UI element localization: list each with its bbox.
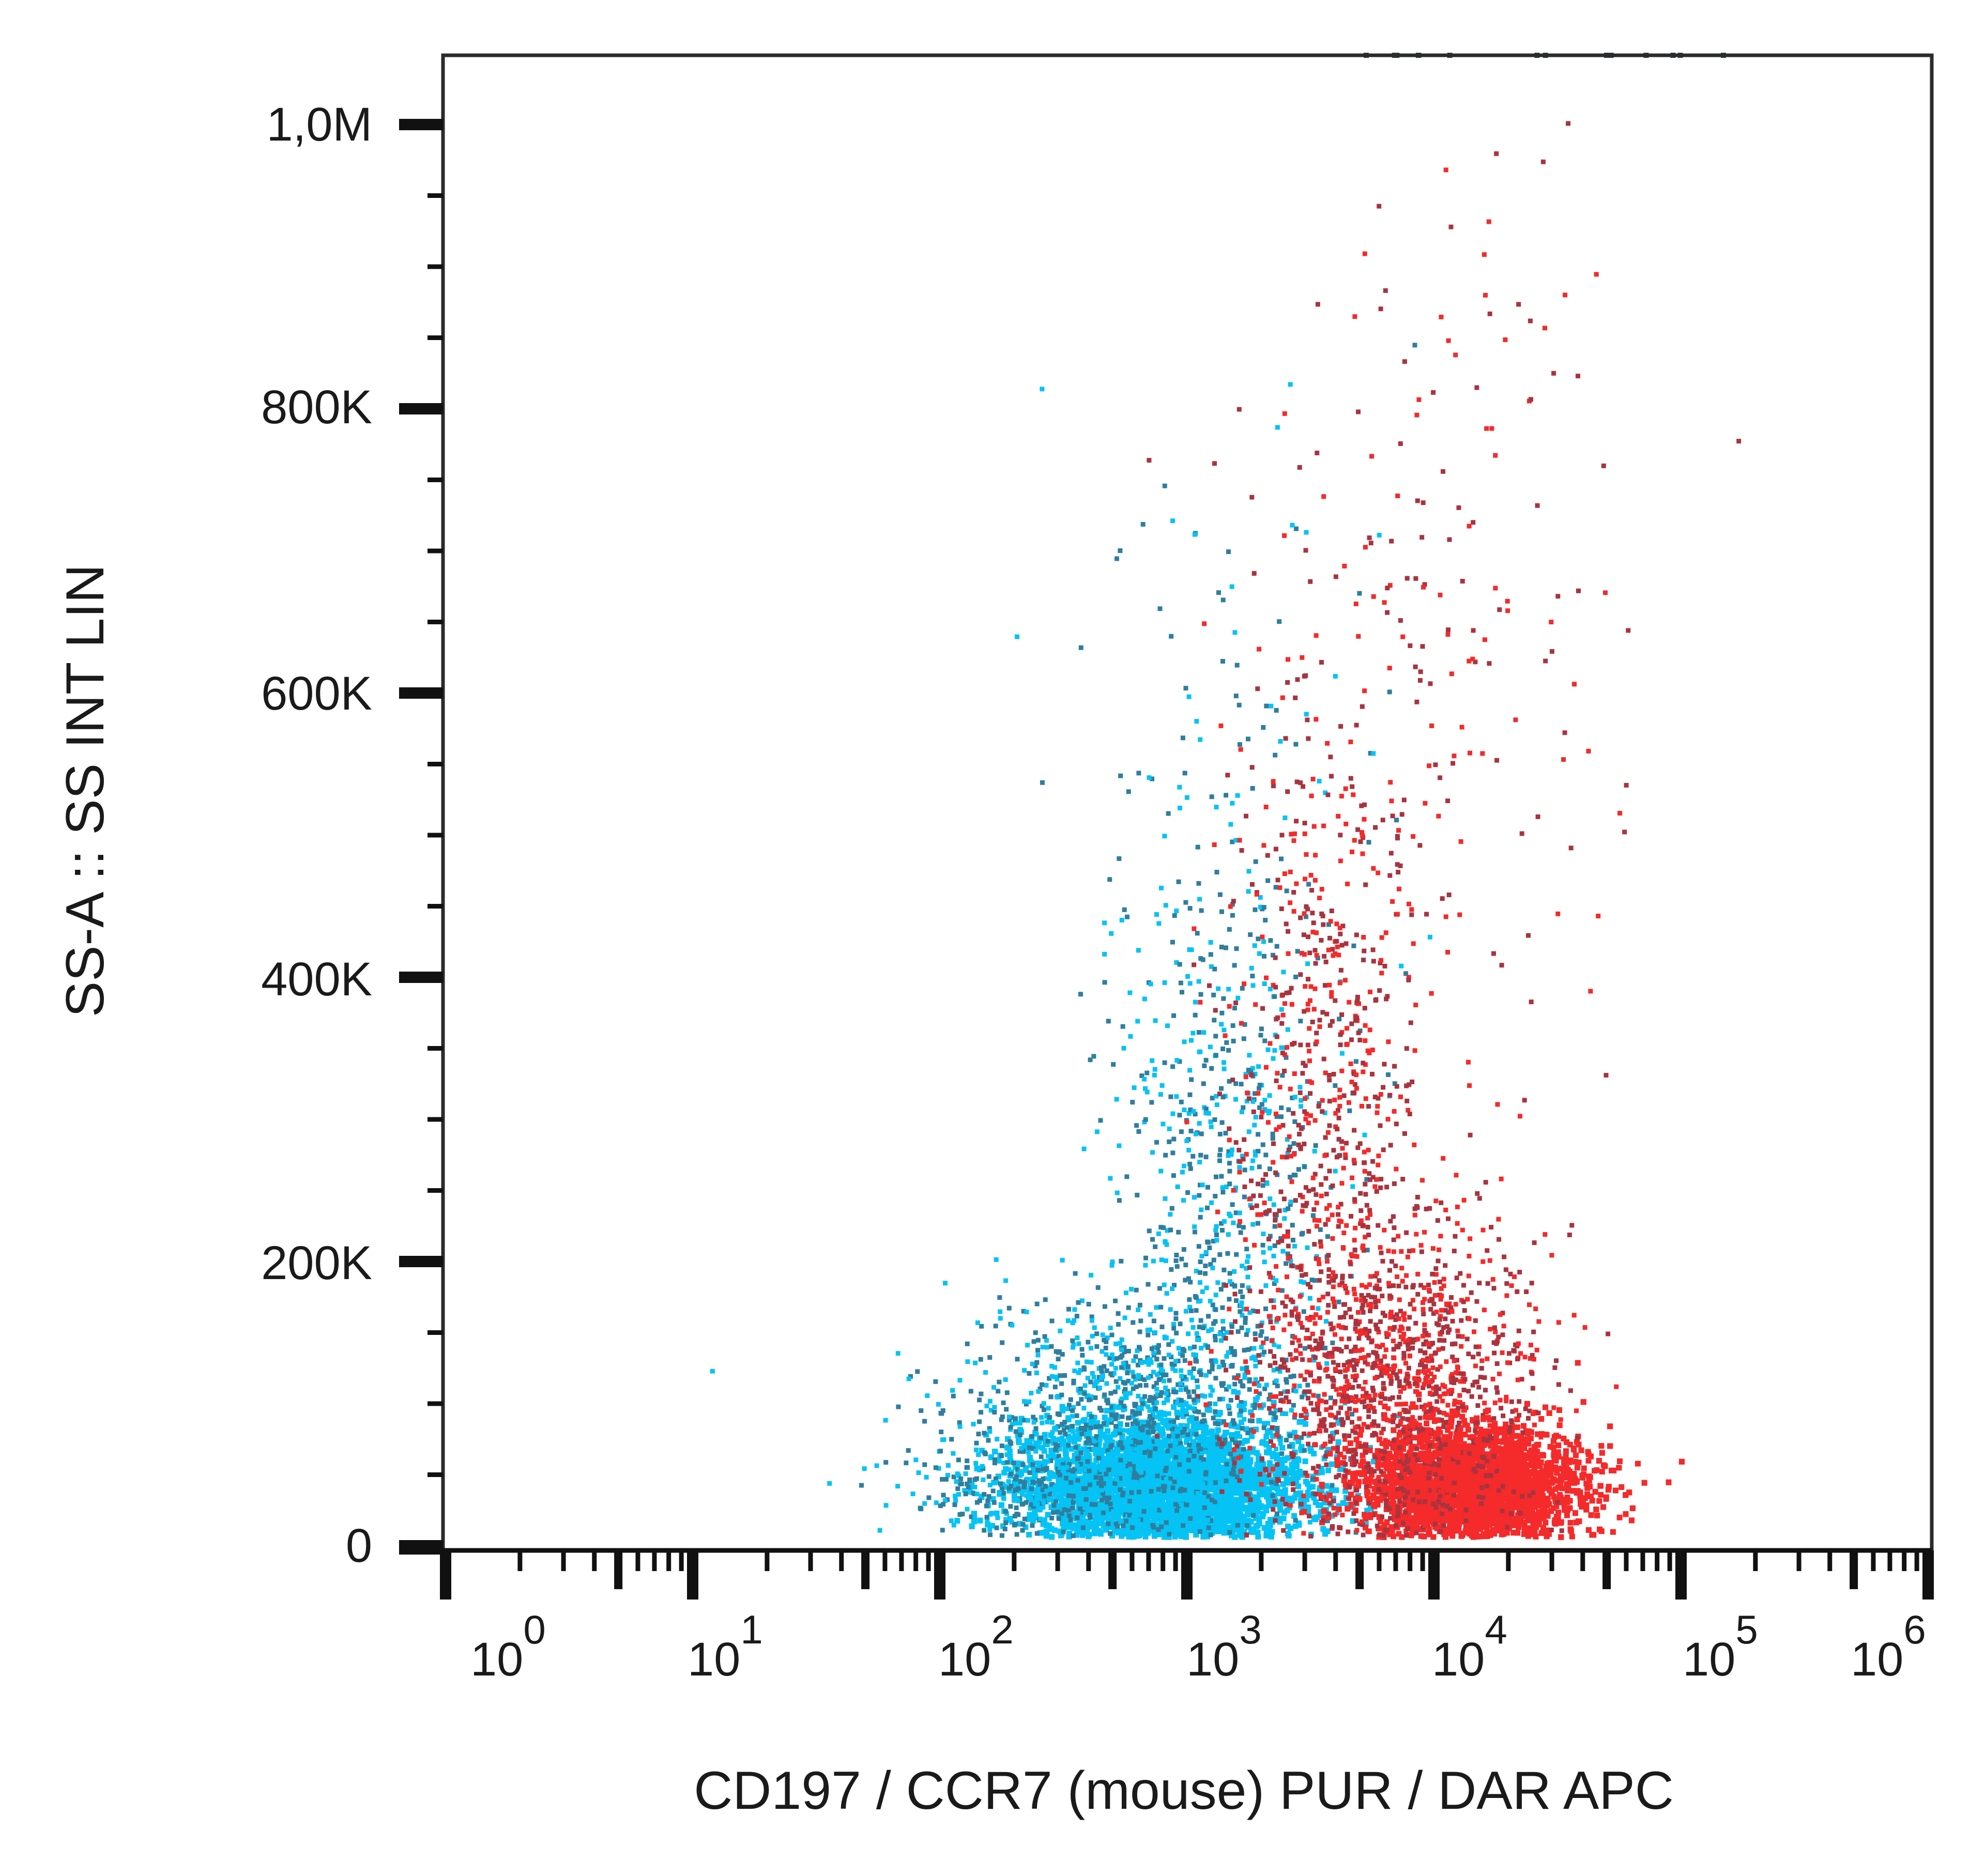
y-tick-label-600k: 600K bbox=[261, 667, 372, 720]
x-tick-label-10e0: 100 bbox=[470, 1607, 546, 1686]
y-axis-tick-labels: 0 200K 400K 600K 800K 1,0M bbox=[261, 98, 372, 1572]
y-axis-title: SS-A :: SS INT LIN bbox=[55, 564, 115, 1018]
y-tick-label-1m: 1,0M bbox=[266, 98, 372, 151]
y-tick-label-800k: 800K bbox=[261, 381, 372, 434]
plot-frame bbox=[441, 53, 1934, 1552]
x-tick-label-10e3: 103 bbox=[1186, 1607, 1262, 1686]
x-tick-label-10e4: 104 bbox=[1432, 1607, 1507, 1686]
x-tick-label-10e6: 106 bbox=[1851, 1607, 1926, 1686]
x-axis-title: CD197 / CCR7 (mouse) PUR / DAR APC bbox=[694, 1761, 1674, 1821]
x-tick-label-10e5: 105 bbox=[1683, 1607, 1758, 1686]
y-tick-label-0: 0 bbox=[346, 1519, 372, 1572]
x-tick-label-10e2: 102 bbox=[938, 1607, 1014, 1686]
series-cyan-points bbox=[710, 343, 1433, 1540]
series-red-points bbox=[1147, 121, 1742, 1540]
scatter-points bbox=[710, 53, 1742, 1540]
x-axis-tick-labels: 100 101 102 103 104 105 106 bbox=[470, 1607, 1926, 1686]
y-axis-ticks bbox=[399, 119, 443, 1555]
x-tick-label-10e1: 101 bbox=[688, 1607, 763, 1686]
y-tick-label-200k: 200K bbox=[261, 1237, 372, 1289]
y-tick-label-400k: 400K bbox=[261, 953, 372, 1006]
x-axis-ticks bbox=[440, 1548, 1934, 1600]
